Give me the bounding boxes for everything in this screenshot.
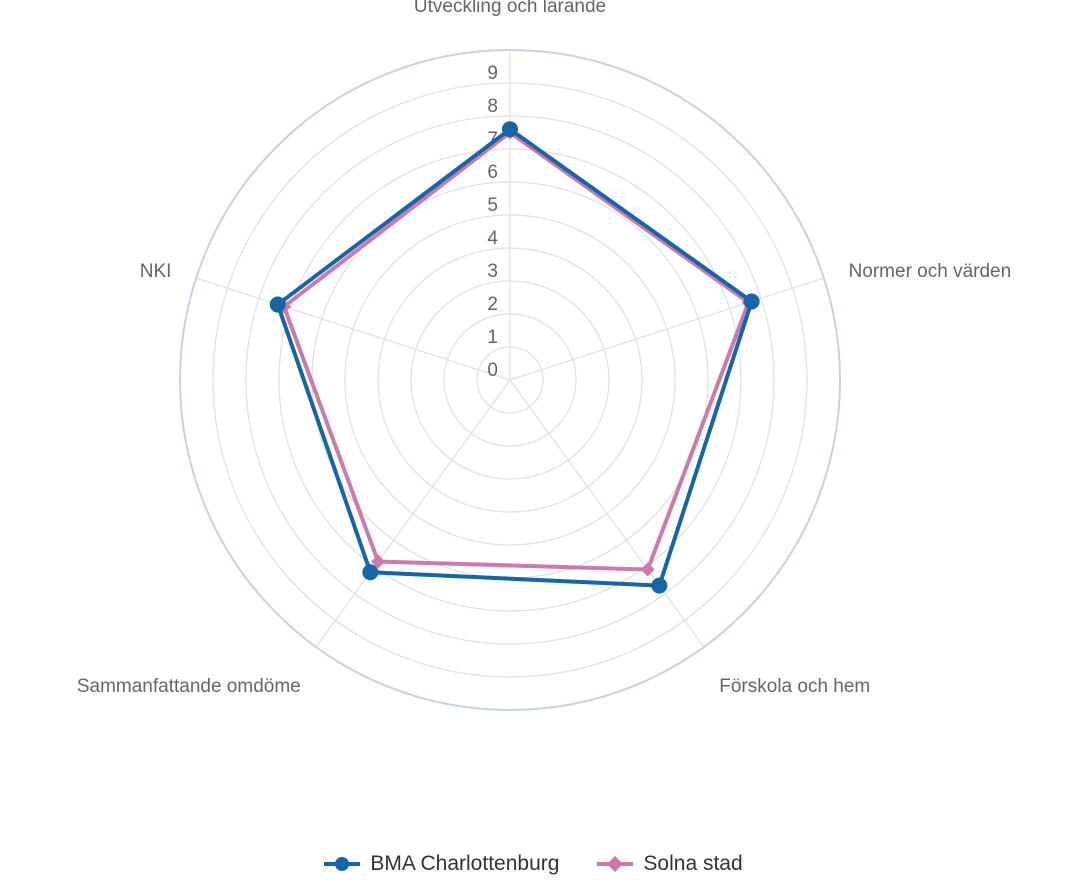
series-line bbox=[282, 130, 751, 572]
data-point[interactable] bbox=[743, 293, 760, 310]
data-point[interactable] bbox=[362, 564, 379, 581]
tick-label: 9 bbox=[487, 63, 498, 84]
category-label: Förskola och hem bbox=[719, 676, 870, 697]
diamond-marker-icon bbox=[597, 856, 634, 872]
series-bma-charlottenburg bbox=[269, 121, 760, 594]
grid bbox=[179, 49, 841, 711]
legend-item-bma-charlottenburg[interactable]: BMA Charlottenburg bbox=[322, 852, 559, 876]
data-point[interactable] bbox=[651, 577, 668, 594]
tick-label: 3 bbox=[487, 261, 498, 282]
category-label: NKI bbox=[140, 261, 172, 282]
axis-spoke bbox=[509, 379, 705, 648]
legend-item-solna-stad[interactable]: Solna stad bbox=[595, 852, 743, 876]
legend: BMA Charlottenburg Solna stad bbox=[0, 852, 1065, 876]
tick-label: 2 bbox=[487, 294, 498, 315]
tick-label: 0 bbox=[487, 360, 498, 381]
tick-label: 6 bbox=[487, 162, 498, 183]
axis-labels: Utveckling och lärande Normer och värden F… bbox=[77, 0, 1011, 697]
legend-label: Solna stad bbox=[643, 852, 743, 875]
tick-label: 5 bbox=[487, 195, 498, 216]
series bbox=[269, 121, 760, 594]
tick-label: 4 bbox=[487, 228, 498, 249]
data-point[interactable] bbox=[640, 562, 655, 577]
legend-label: BMA Charlottenburg bbox=[370, 852, 560, 875]
tick-labels: 0 1 2 3 4 5 6 7 8 9 bbox=[487, 63, 498, 381]
data-point[interactable] bbox=[371, 554, 386, 569]
tick-label: 8 bbox=[487, 96, 498, 117]
data-point[interactable] bbox=[502, 121, 518, 138]
category-label: Utveckling och lärande bbox=[414, 0, 606, 17]
axis-spoke bbox=[195, 277, 511, 381]
data-point[interactable] bbox=[269, 296, 286, 313]
category-label: Normer och värden bbox=[849, 261, 1012, 282]
tick-label: 7 bbox=[487, 129, 498, 150]
axis-spoke bbox=[315, 379, 511, 648]
axis-spoke bbox=[509, 277, 825, 381]
tick-label: 1 bbox=[487, 327, 498, 348]
series-line bbox=[275, 127, 754, 588]
circle-marker-icon bbox=[324, 857, 361, 871]
category-label: Sammanfattande omdöme bbox=[77, 676, 301, 697]
